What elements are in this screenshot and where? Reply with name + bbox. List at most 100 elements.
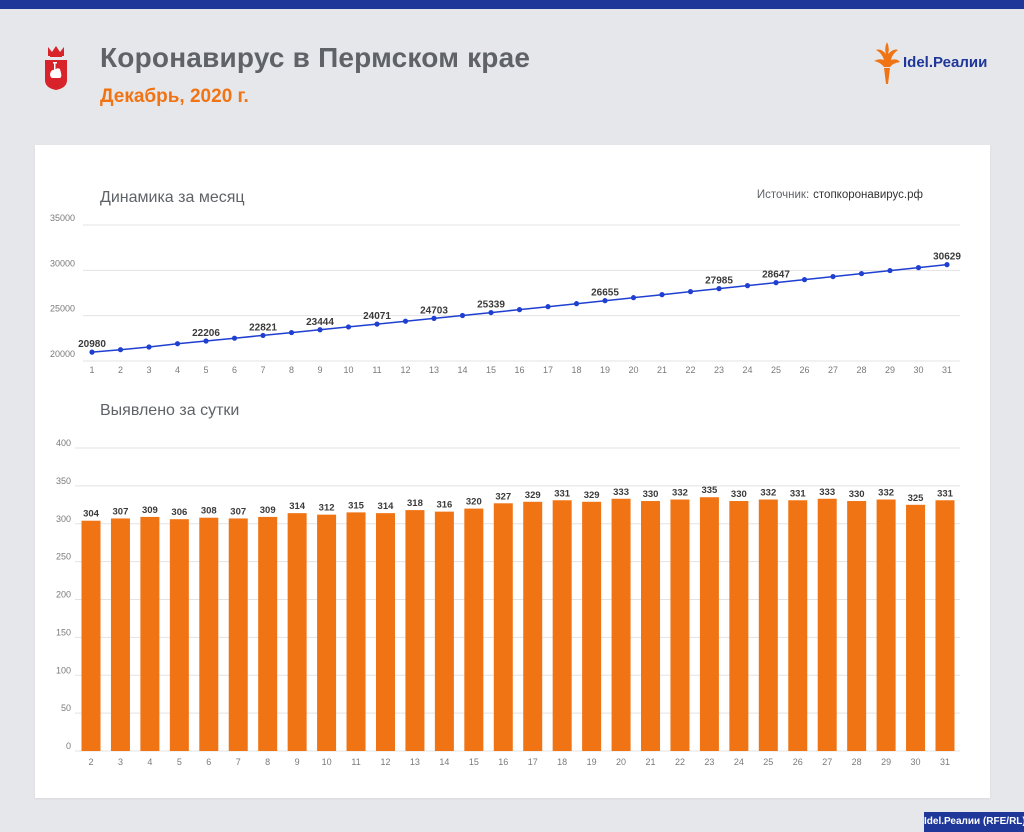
bar — [788, 500, 808, 751]
bar-x-tick-label: 27 — [822, 757, 832, 767]
bar — [346, 512, 366, 751]
line-point — [944, 262, 950, 268]
brand-name: Idel.Реалии — [903, 54, 988, 71]
line-x-tick-label: 19 — [600, 365, 610, 375]
line-point — [459, 312, 466, 319]
bar-data-label: 330 — [849, 489, 865, 500]
bar-data-label: 330 — [643, 489, 659, 500]
bar-x-tick-label: 28 — [852, 757, 862, 767]
line-x-tick-label: 18 — [571, 365, 581, 375]
line-data-label: 28647 — [762, 270, 790, 281]
line-data-label: 24071 — [363, 311, 391, 322]
bar — [935, 500, 955, 751]
line-data-label: 22821 — [249, 322, 277, 333]
bar-data-label: 314 — [289, 501, 306, 512]
bar — [434, 511, 454, 751]
line-point — [488, 309, 494, 316]
page-title: Коронавирус в Пермском крае — [100, 42, 531, 73]
line-point — [345, 324, 352, 330]
bar-x-tick-label: 12 — [380, 757, 390, 767]
line-y-tick-label: 25000 — [50, 304, 75, 314]
line-point — [89, 349, 95, 355]
bar-data-label: 304 — [83, 509, 100, 520]
line-x-tick-label: 31 — [942, 365, 952, 375]
line-point — [431, 315, 437, 321]
line-point — [146, 344, 152, 350]
line-point — [516, 307, 523, 313]
charts-canvas: Динамика за месяц Источник: стопкоронавир… — [50, 189, 961, 767]
line-x-tick-label: 15 — [486, 365, 496, 375]
bar-data-label: 335 — [701, 485, 718, 496]
bar — [552, 500, 572, 751]
bar-data-label: 306 — [171, 507, 187, 518]
line-point — [630, 295, 637, 301]
bar-x-tick-label: 7 — [236, 757, 241, 767]
bar-x-tick-label: 26 — [793, 757, 803, 767]
bar-x-tick-label: 20 — [616, 757, 626, 767]
bar-x-tick-label: 4 — [147, 757, 152, 767]
line-data-label: 26655 — [591, 288, 619, 299]
bar — [287, 513, 307, 751]
bar-x-tick-label: 17 — [528, 757, 538, 767]
line-point — [915, 265, 922, 271]
bar-x-tick-label: 5 — [177, 757, 182, 767]
bar-y-tick-label: 300 — [56, 514, 71, 524]
source-label: Источник: — [757, 189, 809, 201]
line-point — [573, 301, 580, 307]
bar — [258, 516, 278, 751]
line-data-label: 22206 — [192, 328, 220, 339]
line-x-tick-label: 6 — [232, 365, 237, 375]
line-x-tick-label: 23 — [714, 365, 724, 375]
bar-data-label: 330 — [731, 489, 747, 500]
bar-x-tick-label: 29 — [881, 757, 891, 767]
bar — [758, 499, 778, 751]
bar — [169, 519, 189, 751]
line-x-tick-label: 16 — [514, 365, 524, 375]
line-x-tick-label: 11 — [372, 365, 381, 375]
bar-y-tick-label: 250 — [56, 552, 71, 562]
page-subtitle: Декабрь, 2020 г. — [100, 86, 249, 107]
line-point — [716, 286, 722, 292]
line-point — [203, 338, 209, 344]
bar-x-tick-label: 11 — [351, 757, 360, 767]
bar-data-label: 331 — [554, 488, 571, 499]
line-x-tick-label: 20 — [628, 365, 638, 375]
bar-data-label: 329 — [584, 490, 600, 501]
bar — [140, 516, 160, 751]
line-x-tick-label: 1 — [89, 365, 94, 375]
line-data-label: 23444 — [306, 317, 334, 328]
bar-x-tick-label: 22 — [675, 757, 685, 767]
line-data-label: 30629 — [933, 252, 961, 263]
bar-y-tick-label: 100 — [56, 665, 71, 675]
bar — [228, 518, 248, 751]
bar-x-tick-label: 2 — [88, 757, 93, 767]
bar-x-tick-label: 14 — [439, 757, 449, 767]
bar-x-tick-label: 24 — [734, 757, 744, 767]
bar-data-label: 329 — [525, 490, 541, 501]
line-point — [659, 292, 665, 298]
source-value: стопкоронавирус.рф — [813, 189, 923, 201]
bar-data-label: 332 — [672, 488, 688, 499]
bar — [670, 499, 690, 751]
bar-data-label: 320 — [466, 497, 482, 508]
line-point — [744, 283, 751, 289]
bar — [641, 501, 661, 751]
bar — [375, 513, 395, 751]
bar — [817, 498, 837, 751]
line-y-tick-label: 20000 — [50, 349, 75, 359]
line-point — [545, 304, 551, 310]
line-x-tick-label: 8 — [289, 365, 294, 375]
bar — [493, 503, 513, 751]
bar-x-tick-label: 19 — [587, 757, 597, 767]
bar-data-label: 308 — [201, 506, 217, 517]
bar — [317, 514, 337, 751]
line-data-label: 24703 — [420, 305, 448, 316]
bar-data-label: 318 — [407, 498, 423, 509]
bar-data-label: 307 — [230, 506, 246, 517]
bar-y-tick-label: 400 — [56, 438, 71, 448]
line-point — [773, 280, 779, 286]
bar-data-label: 312 — [319, 503, 335, 514]
line-x-tick-label: 13 — [429, 365, 439, 375]
bar-x-tick-label: 25 — [763, 757, 773, 767]
